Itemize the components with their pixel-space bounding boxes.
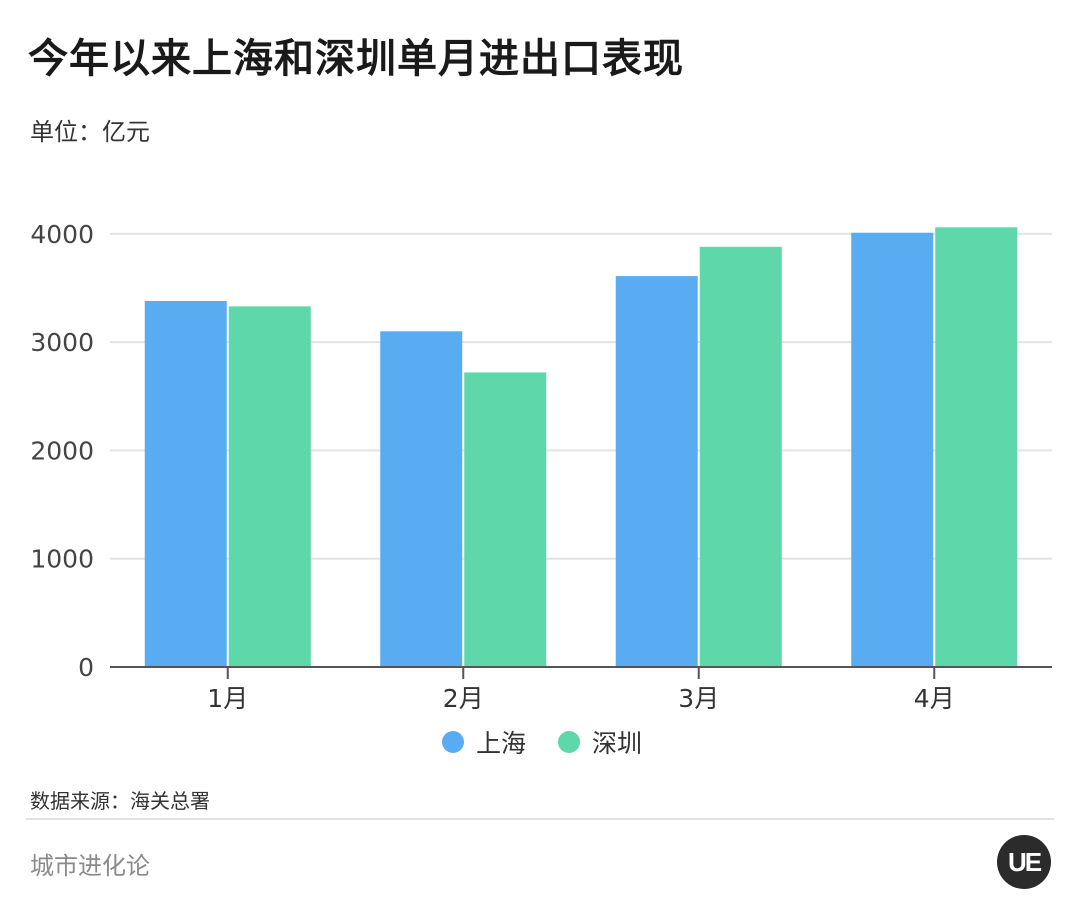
bars	[144, 227, 1018, 668]
brand-logo: UE	[997, 835, 1051, 889]
bar-shenzhen-4	[935, 227, 1018, 667]
legend-label-shanghai: 上海	[476, 729, 527, 758]
bar-shanghai-2	[380, 331, 463, 667]
unit-label: 单位：亿元	[30, 118, 150, 146]
footer-divider	[26, 818, 1054, 820]
bar-chart: 0 1000 2000 3000 4000 1月 2月 3月 4月	[30, 220, 1052, 713]
brand-name: 城市进化论	[30, 852, 150, 880]
chart-title: 今年以来上海和深圳单月进出口表现	[28, 36, 684, 82]
data-source: 数据来源：海关总署	[30, 789, 210, 813]
y-tick-label: 2000	[30, 436, 94, 465]
x-tick-label: 1月	[207, 684, 248, 713]
x-tick-label: 4月	[914, 684, 955, 713]
x-tick-label: 2月	[443, 684, 484, 713]
legend-label-shenzhen: 深圳	[592, 729, 643, 758]
axes: 0 1000 2000 3000 4000 1月 2月 3月 4月	[30, 220, 1052, 713]
y-tick-label: 1000	[30, 545, 94, 574]
x-tick-label: 3月	[678, 684, 719, 713]
bar-shenzhen-2	[464, 372, 547, 667]
bar-shenzhen-1	[228, 306, 311, 667]
y-tick-label: 4000	[30, 220, 94, 249]
y-tick-label: 0	[78, 653, 94, 682]
y-tick-label: 3000	[30, 328, 94, 357]
bar-shenzhen-3	[699, 246, 782, 668]
legend-item-shanghai: 上海	[442, 724, 526, 760]
bar-shanghai-3	[615, 276, 698, 667]
bar-shanghai-4	[851, 232, 934, 667]
legend-swatch-shanghai	[442, 731, 464, 753]
bar-shanghai-1	[144, 300, 227, 667]
legend-swatch-shenzhen	[558, 731, 580, 753]
legend-item-shenzhen: 深圳	[558, 724, 642, 760]
legend: 上海 深圳	[0, 724, 1080, 760]
